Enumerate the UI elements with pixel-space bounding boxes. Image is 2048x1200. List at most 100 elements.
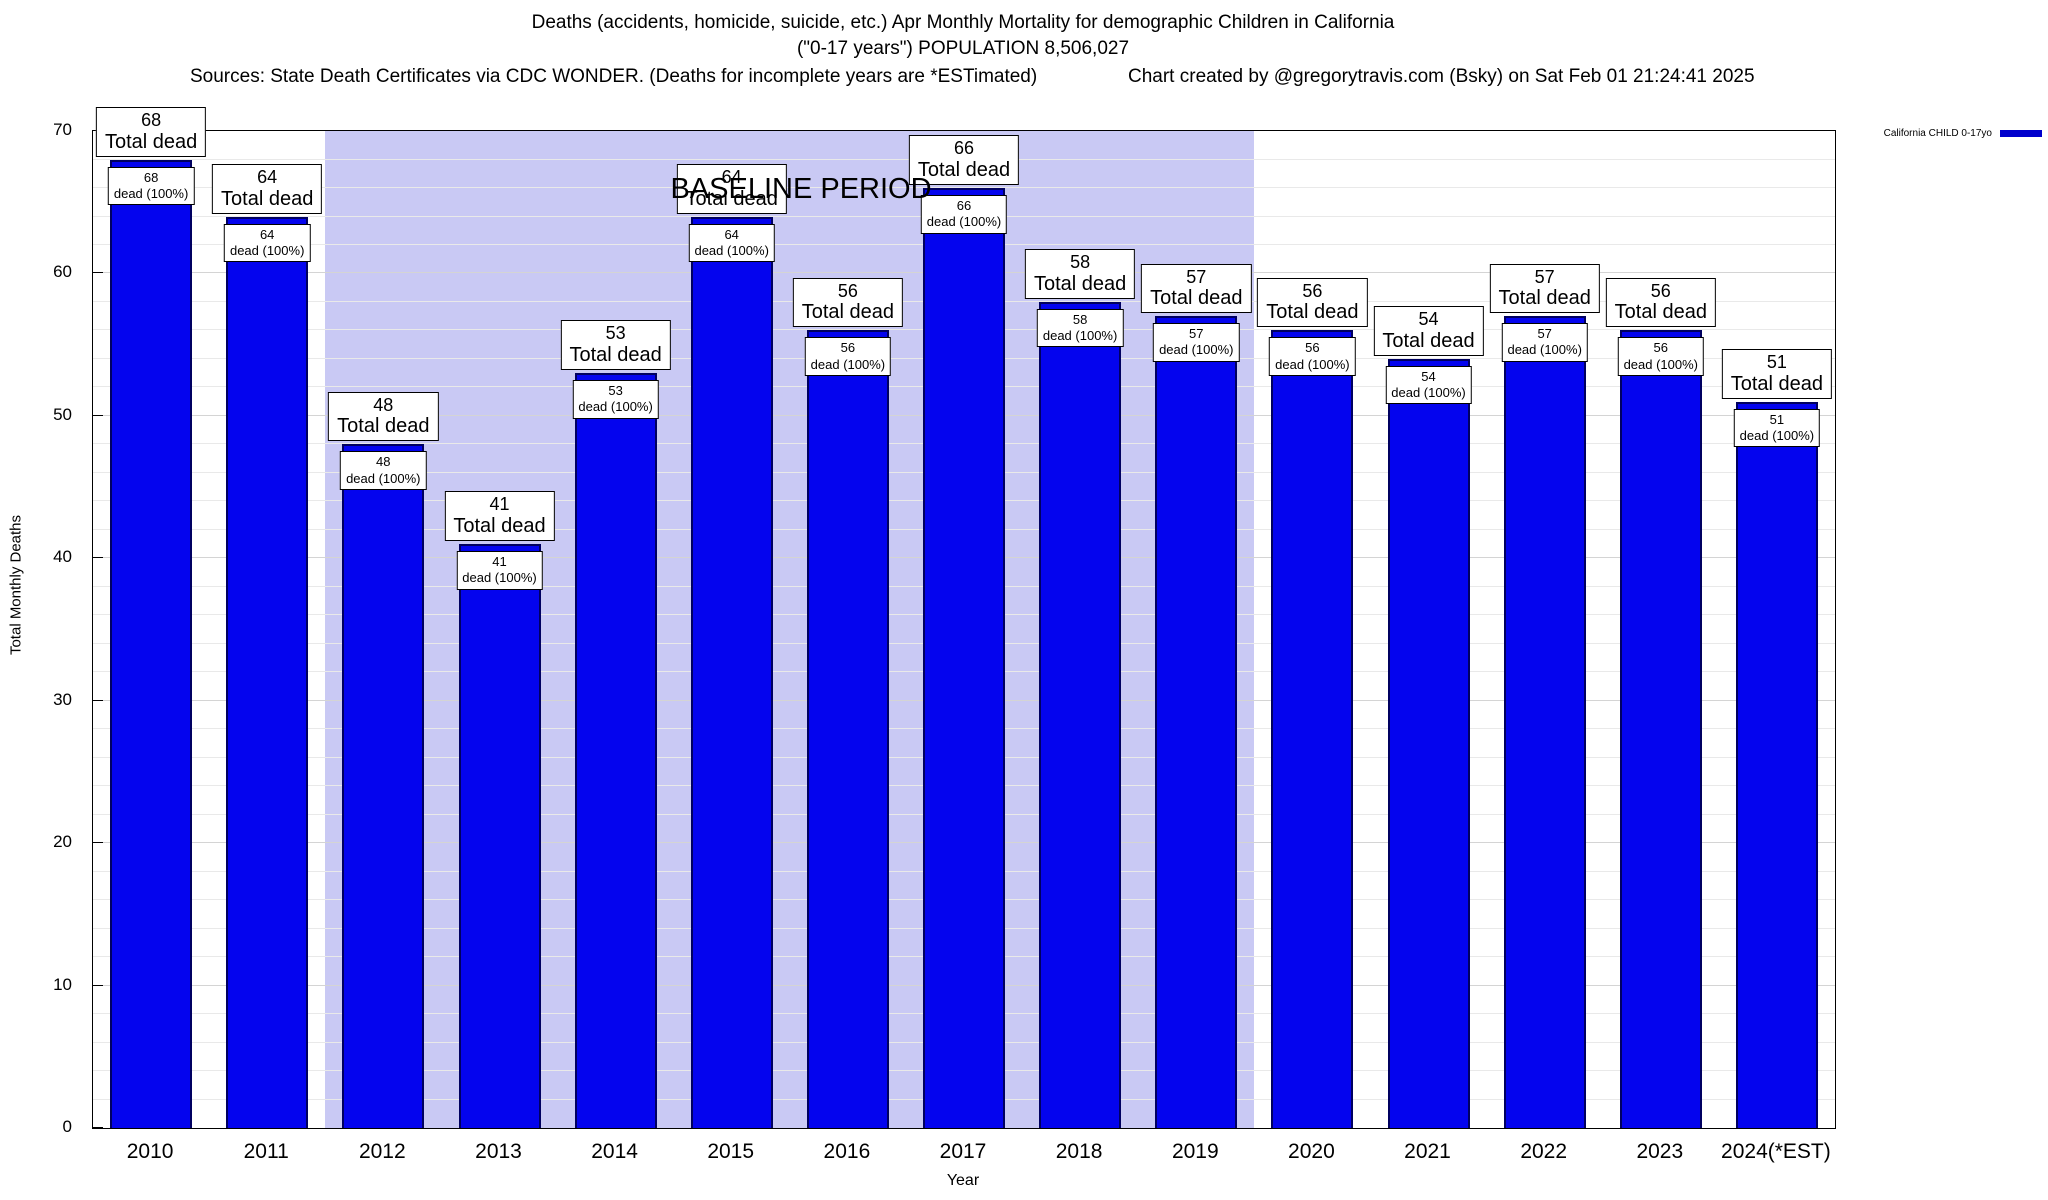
bar-top-value: 51	[1766, 351, 1787, 372]
page-title: Deaths (accidents, homicide, suicide, et…	[531, 12, 1395, 33]
x-tick-label: 2017	[939, 1140, 987, 1163]
bar-inner-text: dead (100%)	[1507, 342, 1582, 358]
bar-inner-text: dead (100%)	[578, 399, 653, 415]
x-tick-label: 2010	[126, 1140, 174, 1163]
bar: 51 dead (100%)	[1733, 401, 1821, 1128]
bar-top-value: 56	[1650, 280, 1671, 301]
bar-inner-text: dead (100%)	[694, 242, 769, 258]
y-tick-label: 20	[53, 832, 72, 852]
bar-top-value: 54	[1418, 309, 1439, 330]
bar-top-label: 48 Total dead	[328, 391, 439, 442]
bar-top-text: Total dead	[569, 344, 662, 367]
credit-note: Chart created by @gregorytravis.com (Bsk…	[1128, 66, 1755, 87]
bar-inner-text: dead (100%)	[1739, 427, 1815, 443]
y-tick-label: 10	[53, 974, 72, 994]
x-tick-label: 2020	[1288, 1140, 1335, 1163]
x-tick-label: 2011	[243, 1140, 289, 1163]
sources-note: Sources: State Death Certificates via CD…	[190, 66, 1038, 87]
x-tick-label: 2013	[475, 1140, 522, 1163]
bar-inner-value: 57	[1537, 326, 1552, 342]
bar-inner-text: dead (100%)	[1275, 356, 1350, 372]
bar: 64 dead (100%)	[223, 216, 311, 1128]
bar-top-text: Total dead	[685, 187, 778, 210]
bar-top-text: Total dead	[1033, 272, 1127, 295]
bar-inner-label: 57 dead (100%)	[1153, 323, 1240, 362]
bar-top-text: Total dead	[221, 187, 314, 210]
bar-inner-text: dead (100%)	[346, 470, 421, 486]
y-axis-tick	[93, 414, 103, 416]
y-axis-tick	[93, 272, 103, 274]
x-axis-title: Year	[946, 1172, 980, 1189]
bar-inner-text: dead (100%)	[810, 356, 886, 372]
bar-top-text: Total dead	[1266, 301, 1359, 324]
bar-top-label: 66 Total dead	[908, 135, 1020, 185]
bar-top-value: 64	[721, 166, 742, 187]
bar-top-label: 56 Total dead	[1605, 277, 1716, 328]
bar-inner-text: dead (100%)	[926, 214, 1002, 230]
bar-inner-label: 56 dead (100%)	[804, 337, 892, 376]
bar-top-label: 56 Total dead	[1257, 277, 1368, 328]
bar-top-value: 57	[1186, 266, 1207, 287]
bar-top-label: 58 Total dead	[1024, 249, 1136, 299]
y-tick-label: 30	[53, 689, 72, 709]
bar-top-value: 57	[1534, 266, 1555, 287]
bar-inner-label: 56 dead (100%)	[1269, 337, 1356, 376]
bar-top-text: Total dead	[337, 415, 430, 438]
y-axis-title: Total Monthly Deaths	[7, 514, 25, 656]
legend-label: California CHILD 0-17yo	[1883, 128, 1992, 139]
legend: California CHILD 0-17yo	[1884, 128, 2042, 139]
bar-inner-label: 54 dead (100%)	[1385, 365, 1472, 405]
x-tick-label: 2024(*EST)	[1721, 1140, 1831, 1163]
bar-top-value: 41	[489, 494, 510, 515]
bar: 48 dead (100%)	[340, 444, 427, 1128]
bar-top-label: 56 Total dead	[792, 277, 904, 328]
bar-inner-value: 64	[259, 226, 275, 242]
bar-top-text: Total dead	[1382, 329, 1475, 352]
y-tick-label: 0	[62, 1117, 72, 1136]
bar-inner-value: 56	[840, 340, 856, 356]
bar-inner-label: 48 dead (100%)	[340, 451, 427, 490]
bar-top-label: 57 Total dead	[1489, 263, 1600, 314]
bar-top-value: 48	[373, 394, 394, 415]
bar-top-value: 56	[837, 280, 858, 301]
x-tick-label: 2015	[707, 1140, 755, 1163]
bar-inner-text: dead (100%)	[229, 242, 305, 258]
bar-top-label: 41 Total dead	[444, 491, 555, 541]
bar-inner-value: 56	[1305, 340, 1320, 356]
bar: 54 dead (100%)	[1385, 358, 1472, 1128]
bar-inner-label: 41 dead (100%)	[456, 551, 543, 590]
bar-top-label: 64 Total dead	[212, 163, 323, 214]
bar-top-value: 66	[953, 138, 975, 159]
x-tick-label: 2018	[1055, 1140, 1103, 1163]
bar-inner-label: 64 dead (100%)	[688, 223, 775, 262]
bar-top-label: 53 Total dead	[560, 320, 671, 371]
page-subtitle: ("0-17 years") POPULATION 8,506,027	[796, 38, 1130, 59]
bar: 66 dead (100%)	[920, 188, 1008, 1128]
bar-inner-label: 58 dead (100%)	[1036, 308, 1124, 348]
y-tick-label: 40	[53, 547, 72, 567]
x-tick-label: 2019	[1171, 1140, 1219, 1163]
bar-inner-text: dead (100%)	[1042, 328, 1118, 344]
bar-inner-text: dead (100%)	[462, 570, 537, 586]
bar-top-label: 64 Total dead	[676, 163, 787, 214]
bar-inner-value: 48	[376, 454, 391, 470]
bar-top-value: 64	[257, 166, 278, 187]
bar-top-value: 53	[605, 323, 626, 344]
x-tick-label: 2023	[1636, 1140, 1684, 1163]
bar-inner-label: 51 dead (100%)	[1733, 408, 1821, 448]
bar-inner-value: 57	[1189, 326, 1204, 342]
bar: 64 dead (100%)	[688, 216, 775, 1128]
bar-top-text: Total dead	[1498, 287, 1591, 310]
bar-top-label: 54 Total dead	[1373, 306, 1484, 356]
bar-top-value: 68	[141, 109, 162, 130]
y-axis-tick	[93, 1127, 103, 1128]
x-tick-label: 2014	[591, 1140, 638, 1163]
bar-inner-value: 51	[1769, 411, 1785, 427]
bar: 57 dead (100%)	[1501, 316, 1588, 1128]
grid-line	[93, 187, 1835, 188]
bar-inner-value: 64	[724, 226, 739, 242]
y-axis-tick	[93, 699, 103, 701]
bar: 56 dead (100%)	[804, 330, 892, 1128]
bar-top-value: 56	[1302, 280, 1323, 301]
bar-inner-label: 56 dead (100%)	[1617, 337, 1705, 376]
